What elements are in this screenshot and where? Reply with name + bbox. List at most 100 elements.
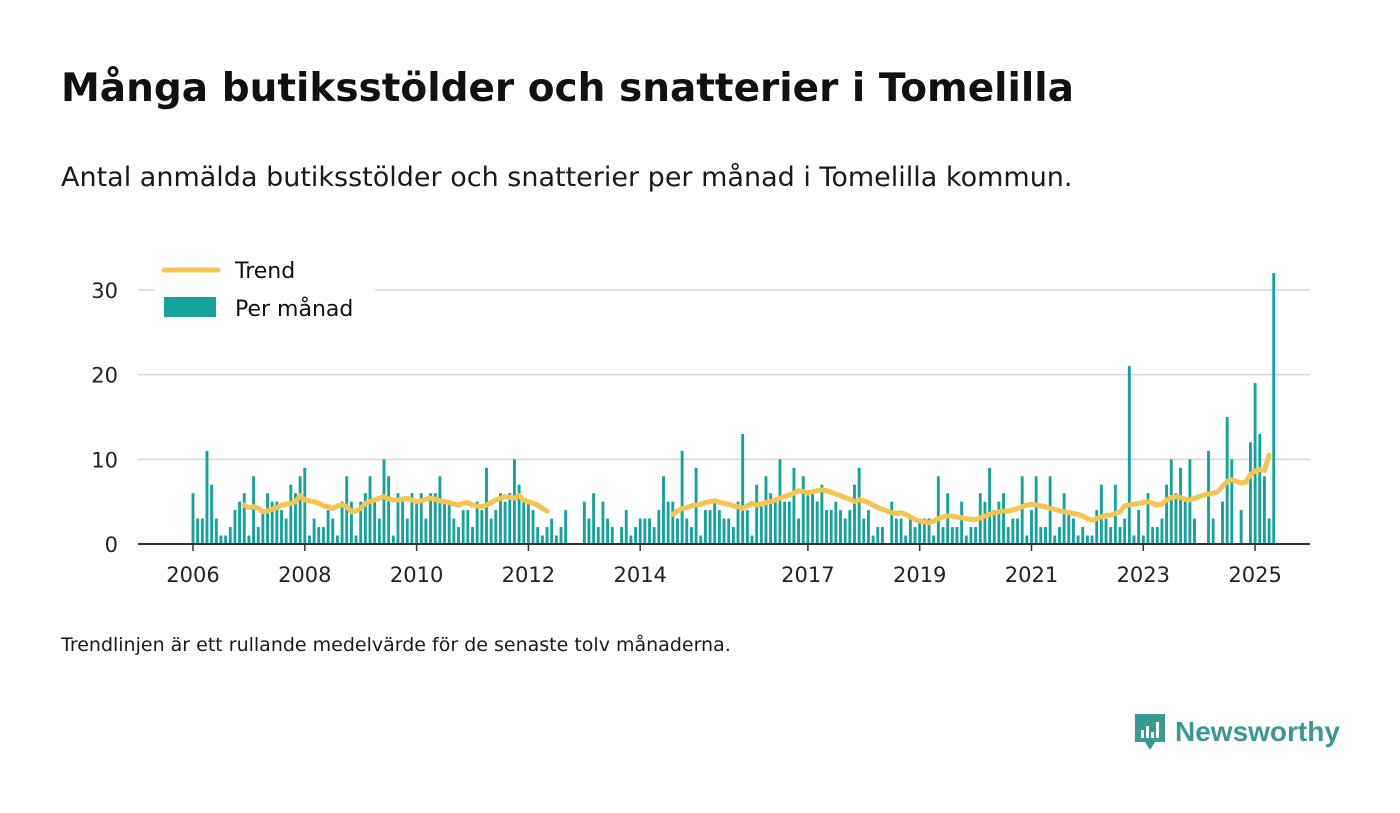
bar	[922, 518, 926, 544]
bar	[703, 510, 707, 545]
bar	[471, 527, 474, 544]
bar	[1071, 518, 1075, 544]
bar	[564, 510, 568, 545]
bar	[662, 476, 665, 544]
bar	[1174, 493, 1178, 544]
bar	[424, 518, 428, 544]
bar	[983, 501, 987, 544]
bar	[727, 518, 731, 544]
bar	[834, 501, 838, 544]
bar	[713, 501, 717, 544]
newsworthy-logo[interactable]: Newsworthy	[1133, 712, 1340, 752]
bar	[452, 518, 456, 544]
bar	[918, 518, 922, 544]
bar	[592, 493, 596, 544]
bar	[224, 535, 228, 544]
brand-name: Newsworthy	[1175, 716, 1340, 747]
bar	[857, 467, 861, 544]
bar	[1067, 510, 1071, 545]
bar	[880, 527, 884, 544]
bar	[848, 510, 852, 545]
bar	[289, 484, 293, 544]
x-tick-label: 2006	[166, 563, 219, 587]
bar	[373, 501, 377, 544]
bar	[932, 535, 936, 544]
bar	[461, 510, 465, 545]
bar	[298, 476, 302, 544]
bar	[904, 535, 908, 544]
legend-trend-label: Trend	[234, 259, 295, 284]
bar	[466, 510, 470, 545]
y-tick-label: 0	[105, 533, 118, 557]
bar	[396, 493, 400, 544]
bar	[266, 493, 269, 544]
bar	[238, 501, 242, 544]
bar	[354, 535, 358, 544]
bar	[731, 527, 735, 544]
bar	[797, 518, 801, 544]
bar	[634, 527, 637, 544]
y-tick-label: 30	[91, 279, 118, 303]
bar	[582, 501, 586, 544]
bar	[457, 527, 460, 544]
bar	[853, 484, 856, 544]
bar	[447, 501, 451, 544]
bar-series-per-manad	[191, 273, 1276, 545]
bar	[699, 535, 703, 544]
bar	[294, 493, 297, 544]
bar	[1253, 383, 1257, 544]
bar	[419, 493, 423, 544]
bar	[1058, 527, 1061, 544]
bar	[652, 527, 656, 544]
bar	[233, 510, 237, 545]
bar	[326, 510, 330, 545]
x-tick-label: 2023	[1117, 563, 1170, 587]
bar	[219, 535, 223, 544]
bar	[610, 527, 614, 544]
bar	[606, 518, 610, 544]
bar	[1104, 518, 1108, 544]
bar	[331, 518, 335, 544]
bar	[480, 510, 484, 545]
bar	[475, 501, 479, 544]
bar	[787, 501, 791, 544]
x-tick-label: 2014	[613, 563, 666, 587]
bar	[745, 510, 749, 545]
x-tick-label: 2008	[278, 563, 331, 587]
bar	[717, 510, 721, 545]
bar	[1039, 527, 1043, 544]
bar	[1141, 535, 1145, 544]
bar	[596, 527, 600, 544]
bar	[261, 510, 265, 545]
bar	[382, 459, 386, 544]
bar	[1081, 527, 1085, 544]
bar	[1109, 527, 1113, 544]
bar	[1267, 518, 1271, 544]
bar	[340, 501, 344, 544]
bar	[876, 527, 880, 544]
bar	[1016, 518, 1019, 544]
bar	[200, 518, 204, 544]
bar	[1207, 450, 1210, 544]
bar	[526, 501, 530, 544]
bar	[368, 476, 372, 544]
bar	[666, 501, 670, 544]
bar	[988, 467, 992, 544]
bar	[829, 510, 833, 545]
bar	[554, 535, 558, 544]
legend-bars-swatch	[164, 297, 216, 317]
bar	[778, 459, 782, 544]
bar	[321, 527, 325, 544]
bar	[410, 493, 414, 544]
bar	[629, 535, 633, 544]
bar	[1132, 535, 1136, 544]
bar	[1137, 510, 1141, 545]
bar	[871, 535, 875, 544]
bar	[992, 510, 996, 545]
bar	[284, 518, 288, 544]
bar	[550, 518, 554, 544]
bar	[401, 501, 405, 544]
bar	[191, 493, 195, 544]
bar	[415, 501, 419, 544]
bar	[1230, 459, 1234, 544]
